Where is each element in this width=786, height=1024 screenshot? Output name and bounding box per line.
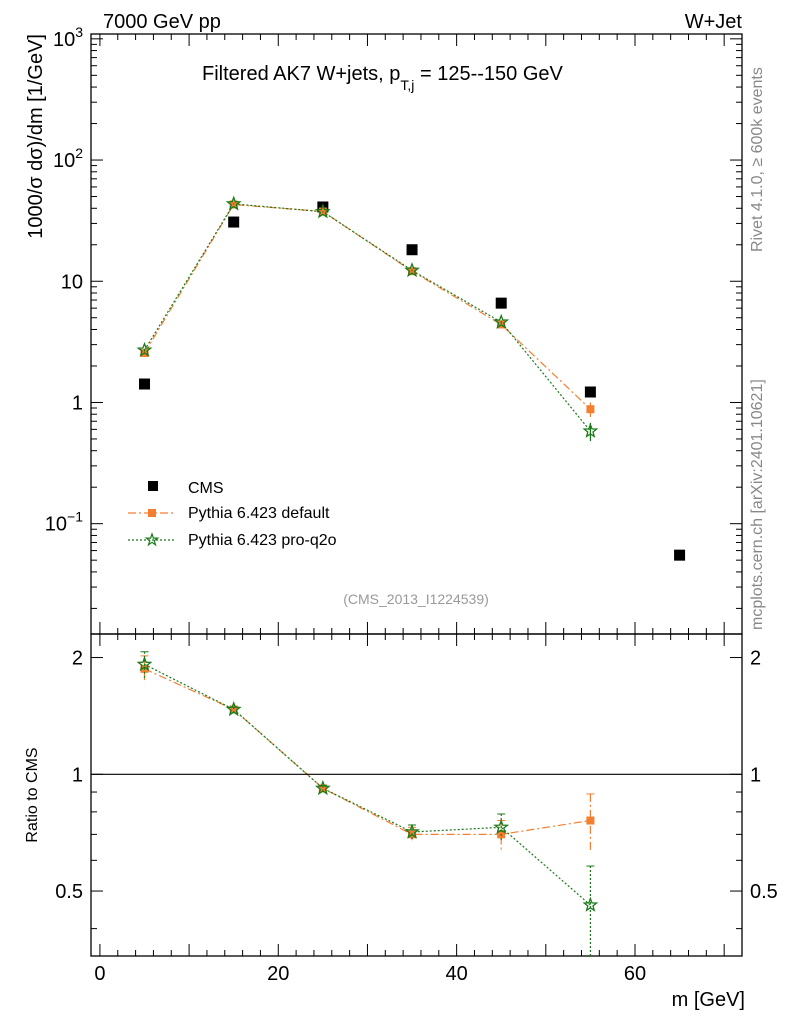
- legend-label-proq2o: Pythia 6.423 pro-q2o: [188, 532, 337, 549]
- ratio-line-pythia-6-423-default: [144, 668, 591, 835]
- ratio-point-pythia-6-423-default: [586, 816, 595, 825]
- legend: CMS Pythia 6.423 default Pythia 6.423 pr…: [128, 480, 337, 549]
- legend-marker-default: [148, 509, 156, 517]
- main-line-pythia-6-423-pro-q2o: [143, 203, 591, 432]
- main-y-tick-exponent: 2: [75, 145, 83, 161]
- plot-title: Filtered AK7 W+jets, pT,j = 125--150 GeV: [202, 63, 564, 93]
- plot-title-sub: T,j: [400, 77, 414, 93]
- ratio-y-tick-label: 2: [72, 648, 83, 670]
- header-energy: 7000 GeV pp: [103, 11, 221, 33]
- main-y-axis-label: 1000/σ dσ)/dm [1/GeV]: [25, 34, 47, 239]
- ratio-point-pythia-6-423-default: [318, 784, 327, 793]
- ratio-y-tick-label-right: 2: [750, 648, 761, 670]
- plot-title-rest: = 125--150 GeV: [414, 63, 563, 85]
- main-point-cms: [406, 244, 418, 256]
- legend-label-cms: CMS: [188, 480, 224, 497]
- ratio-point-pythia-6-423-pro-q2o: [582, 896, 599, 912]
- main-point-cms: [139, 378, 151, 390]
- rivet-version-label: Rivet 4.1.0, ≥ 600k events: [749, 67, 766, 252]
- main-point-pythia-6-423-pro-q2o: [404, 262, 420, 278]
- legend-label-default: Pythia 6.423 default: [188, 505, 330, 522]
- x-tick-label-0: 0: [94, 963, 105, 985]
- x-tick-label-60: 60: [624, 963, 646, 985]
- ratio-plot-frame: [90, 633, 743, 957]
- header-process: W+Jet: [685, 11, 743, 33]
- main-y-tick-exponent: 3: [75, 24, 83, 40]
- ratio-point-pythia-6-423-pro-q2o: [314, 779, 331, 796]
- main-y-tick-label: 103: [53, 24, 83, 51]
- main-point-pythia-6-423-pro-q2o: [225, 195, 242, 211]
- ratio-point-pythia-6-423-pro-q2o: [136, 656, 153, 672]
- main-point-cms: [228, 216, 240, 228]
- ratio-y-tick-label-right: 1: [750, 764, 761, 786]
- main-point-pythia-6-423-pro-q2o: [136, 341, 153, 357]
- main-y-tick-label: 10−1: [45, 509, 83, 536]
- analysis-watermark: (CMS_2013_I1224539): [343, 591, 489, 607]
- main-point-cms: [584, 386, 596, 398]
- ratio-point-pythia-6-423-pro-q2o: [404, 823, 420, 839]
- ratio-data-layer: [136, 651, 599, 956]
- x-tick-label-20: 20: [267, 963, 289, 985]
- ratio-y-tick-label-right: 0.5: [750, 881, 778, 903]
- ratio-point-pythia-6-423-pro-q2o: [225, 701, 242, 717]
- main-line-pythia-6-423-default: [143, 203, 591, 410]
- plot-title-main: Filtered AK7 W+jets, p: [202, 63, 400, 85]
- legend-marker-cms: [148, 481, 158, 491]
- main-y-tick-base: 10: [53, 29, 75, 51]
- ratio-point-pythia-6-423-default: [229, 705, 238, 714]
- main-point-pythia-6-423-pro-q2o: [314, 203, 331, 219]
- mcplots-label: mcplots.cern.ch [arXiv:2401.10621]: [749, 379, 766, 630]
- legend-marker-proq2o: [144, 532, 160, 547]
- main-y-tick-label: 1: [72, 392, 83, 414]
- ratio-y-tick-label: 0.5: [55, 881, 83, 903]
- x-axis-label: m [GeV]: [672, 989, 745, 1011]
- main-point-pythia-6-423-default: [586, 405, 595, 414]
- main-y-tick-base: 10: [61, 271, 83, 293]
- ratio-point-pythia-6-423-pro-q2o: [493, 818, 510, 835]
- main-data-layer: [136, 195, 686, 561]
- main-y-tick-base: 1: [72, 392, 83, 414]
- main-point-cms: [495, 297, 507, 309]
- main-y-tick-label: 10: [61, 271, 83, 293]
- main-y-tick-label: 102: [53, 145, 83, 172]
- main-point-pythia-6-423-default: [229, 200, 238, 209]
- ratio-line-pythia-6-423-pro-q2o: [144, 663, 591, 906]
- x-tick-label-40: 40: [446, 963, 468, 985]
- ratio-y-tick-label: 1: [72, 764, 83, 786]
- main-point-pythia-6-423-pro-q2o: [493, 313, 510, 329]
- main-point-pythia-6-423-pro-q2o: [582, 422, 599, 438]
- main-y-tick-exponent: −1: [67, 509, 83, 525]
- main-point-cms: [674, 549, 686, 561]
- main-y-tick-base: 10: [53, 150, 75, 172]
- ratio-y-axis-label: Ratio to CMS: [24, 747, 41, 842]
- main-y-tick-base: 10: [45, 514, 67, 536]
